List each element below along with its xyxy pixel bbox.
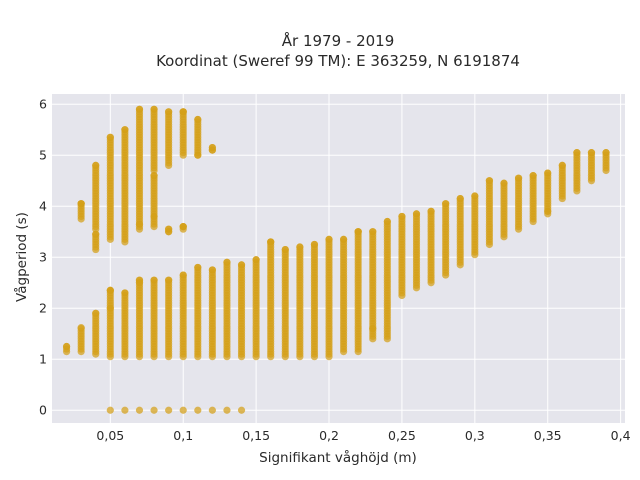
y-tick-label: 6	[39, 97, 47, 112]
y-tick-label: 1	[39, 352, 47, 367]
chart-title-line-1: År 1979 - 2019	[282, 31, 395, 50]
data-point	[471, 192, 479, 200]
data-point	[77, 200, 85, 208]
data-point	[179, 406, 187, 414]
data-point	[398, 212, 406, 221]
y-axis-title: Vågperiod (s)	[13, 212, 30, 302]
data-point	[223, 258, 231, 266]
data-point	[150, 406, 158, 414]
data-point	[369, 325, 377, 333]
data-point	[208, 266, 216, 274]
y-tick-label: 5	[39, 148, 47, 163]
data-point	[165, 276, 173, 284]
data-point	[150, 172, 158, 180]
chart-title-line-2: Koordinat (Sweref 99 TM): E 363259, N 61…	[156, 52, 520, 70]
grid-lines	[52, 94, 625, 423]
data-point	[573, 149, 581, 157]
data-point	[121, 406, 129, 414]
data-point	[135, 279, 144, 287]
data-point	[354, 228, 362, 236]
x-tick-label: 0,3	[465, 428, 485, 443]
data-point	[485, 177, 494, 185]
data-point	[442, 200, 450, 208]
data-point	[281, 245, 289, 254]
y-tick-label: 4	[39, 199, 47, 214]
data-point	[208, 406, 216, 414]
data-point	[179, 223, 187, 231]
data-point	[194, 151, 202, 159]
data-point	[237, 261, 246, 269]
x-tick-label: 0,05	[96, 428, 124, 443]
data-point	[106, 304, 114, 312]
x-tick-label: 0,25	[388, 428, 416, 443]
data-point	[587, 149, 596, 157]
data-point	[223, 406, 231, 414]
data-point	[92, 309, 100, 317]
data-point	[121, 289, 129, 297]
data-point	[165, 406, 173, 414]
data-point	[106, 133, 114, 141]
data-point	[208, 146, 216, 154]
data-point	[252, 256, 260, 264]
data-point	[340, 235, 348, 243]
data-point	[165, 108, 173, 116]
x-axis-title: Signifikant våghöjd (m)	[259, 449, 417, 466]
x-tick-label: 0,2	[319, 428, 339, 443]
data-point	[135, 220, 144, 228]
data-point	[456, 194, 464, 203]
data-point	[92, 230, 100, 238]
data-point	[106, 286, 114, 294]
plot-area	[52, 94, 625, 423]
data-point	[427, 207, 435, 215]
data-point	[237, 406, 246, 414]
data-point	[544, 169, 552, 177]
data-point	[514, 174, 523, 182]
data-markers	[62, 105, 610, 414]
x-tick-label: 0,15	[242, 428, 270, 443]
data-point	[325, 235, 333, 243]
data-point	[106, 406, 114, 414]
data-point	[165, 228, 173, 236]
x-tick-label: 0,35	[534, 428, 562, 443]
data-point	[383, 217, 391, 226]
data-point	[62, 342, 71, 351]
y-tick-label: 2	[39, 301, 47, 316]
data-point	[602, 149, 610, 157]
y-tick-label: 0	[39, 403, 47, 418]
data-point	[194, 115, 202, 124]
data-point	[194, 263, 202, 272]
data-point	[500, 179, 508, 187]
data-point	[121, 126, 129, 134]
data-point	[267, 238, 275, 246]
data-point	[194, 406, 202, 414]
data-point	[150, 105, 158, 113]
data-point	[369, 228, 377, 236]
data-point	[179, 271, 187, 279]
data-point	[92, 245, 100, 254]
data-point	[92, 161, 100, 170]
data-point	[135, 406, 144, 414]
x-tick-label: 0,4	[611, 428, 631, 443]
tick-labels: 0,05 0,1 0,15 0,2 0,25 0,3 0,35 0,4 0 1 2 3 4 5 6	[39, 97, 631, 443]
data-point	[529, 172, 537, 180]
data-point	[179, 108, 187, 116]
data-point	[121, 238, 129, 246]
data-point	[77, 324, 85, 332]
data-point	[310, 240, 319, 249]
y-tick-label: 3	[39, 250, 47, 265]
x-tick-label: 0,1	[173, 428, 193, 443]
data-point	[150, 212, 158, 221]
data-point	[544, 207, 552, 215]
data-point	[150, 276, 158, 284]
data-point	[135, 105, 144, 113]
data-point	[296, 243, 304, 251]
data-point	[412, 210, 421, 218]
data-point	[558, 161, 566, 170]
